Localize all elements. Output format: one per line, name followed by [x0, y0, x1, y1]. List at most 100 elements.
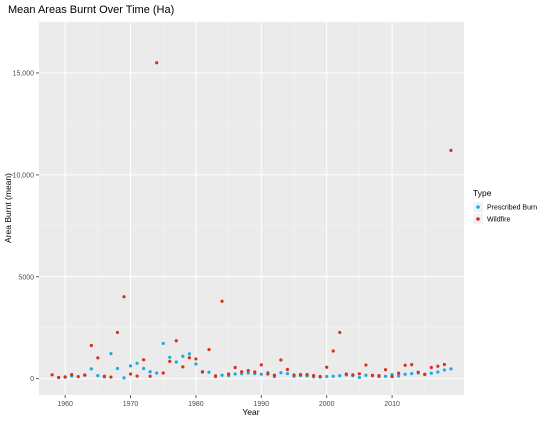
wildfire-point	[200, 370, 205, 374]
wildfire-point	[423, 372, 427, 376]
wildfire-point	[449, 148, 453, 153]
prescribed-burn-point	[233, 372, 237, 376]
wildfire-point	[338, 330, 342, 335]
wildfire-point	[109, 375, 113, 379]
wildfire-point	[403, 363, 407, 367]
prescribed-burn-point	[155, 371, 159, 375]
prescribed-burn-point	[174, 360, 178, 364]
wildfire-point	[292, 373, 296, 377]
wildfire-point	[161, 371, 165, 375]
wildfire-point	[227, 372, 231, 376]
wildfire-point	[285, 367, 290, 372]
prescribed-burn-point	[181, 354, 185, 358]
wildfire-point	[50, 373, 54, 377]
x-tick-label: 1990	[254, 401, 270, 408]
prescribed-burn-point	[442, 368, 446, 372]
wildfire-point	[246, 368, 250, 373]
wildfire-point	[364, 363, 368, 367]
wildfire-point	[442, 362, 446, 367]
x-tick-label: 2010	[384, 401, 400, 408]
x-tick-label: 2000	[319, 401, 335, 408]
chart-title: Mean Areas Burnt Over Time (Ha)	[8, 4, 174, 16]
wildfire-point	[298, 373, 303, 377]
wildfire-point	[57, 375, 61, 380]
prescribed-burn-point	[194, 362, 198, 366]
wildfire-point	[331, 349, 335, 353]
wildfire-point	[76, 375, 80, 379]
wildfire-point	[207, 347, 211, 352]
wildfire-point	[357, 372, 361, 376]
wildfire-point	[63, 375, 67, 379]
wildfire-point	[416, 370, 420, 374]
wildfire-point	[102, 374, 106, 378]
prescribed-burn-point	[383, 374, 388, 378]
wildfire-point	[168, 359, 172, 363]
wildfire-point	[429, 365, 433, 370]
wildfire-point	[70, 373, 74, 377]
wildfire-point	[266, 372, 270, 376]
wildfire-point	[344, 372, 348, 376]
wildfire-point	[181, 365, 185, 369]
legend-key-wildfire	[476, 217, 480, 221]
legend: Type Prescribed Burn Wildfire	[473, 188, 537, 224]
legend-title: Type	[473, 188, 492, 198]
wildfire-point	[370, 373, 375, 377]
wildfire-point	[397, 371, 401, 375]
prescribed-burn-point	[325, 374, 329, 379]
prescribed-burn-point	[338, 374, 342, 378]
prescribed-burn-point	[436, 370, 440, 374]
wildfire-point	[96, 356, 100, 360]
wildfire-point	[174, 339, 178, 343]
prescribed-burn-point	[135, 361, 139, 365]
wildfire-point	[220, 299, 224, 303]
wildfire-point	[194, 357, 198, 361]
prescribed-burn-point	[410, 371, 414, 376]
wildfire-point	[383, 368, 388, 372]
wildfire-point	[318, 374, 322, 379]
y-axis: 0 5000 10,000 15,000	[13, 70, 39, 383]
wildfire-point	[312, 374, 316, 378]
prescribed-burn-point	[397, 374, 401, 378]
wildfire-point	[410, 363, 414, 367]
prescribed-burn-point	[168, 355, 172, 359]
legend-label: Prescribed Burn	[487, 205, 537, 212]
legend-key-prescribed-burn	[476, 205, 480, 209]
prescribed-burn-point	[109, 352, 113, 356]
prescribed-burn-point	[285, 371, 290, 376]
prescribed-burn-point	[403, 372, 407, 376]
wildfire-point	[253, 370, 257, 374]
prescribed-burn-point	[122, 376, 126, 380]
plot-panel	[39, 22, 464, 395]
prescribed-burn-point	[128, 364, 133, 368]
wildfire-point	[390, 375, 394, 379]
wildfire-point	[122, 295, 126, 299]
wildfire-point	[155, 61, 159, 65]
wildfire-point	[377, 374, 381, 378]
prescribed-burn-point	[89, 367, 93, 371]
wildfire-point	[351, 373, 355, 377]
wildfire-point	[325, 365, 329, 369]
x-axis-title: Year	[242, 407, 259, 417]
y-tick-label: 15,000	[13, 70, 35, 77]
wildfire-point	[213, 374, 218, 378]
prescribed-burn-point	[449, 367, 453, 371]
x-tick-label: 1970	[123, 401, 139, 408]
y-axis-title: Area Burnt (mean)	[3, 173, 13, 243]
x-tick-label: 1980	[188, 401, 204, 408]
prescribed-burn-point	[357, 375, 361, 380]
wildfire-point	[115, 330, 120, 335]
data-points	[50, 61, 453, 380]
legend-label: Wildfire	[487, 217, 510, 224]
wildfire-point	[259, 363, 263, 367]
prescribed-burn-point	[187, 352, 191, 356]
wildfire-point	[272, 373, 276, 377]
wildfire-point	[89, 343, 93, 348]
wildfire-point	[83, 373, 87, 377]
prescribed-burn-point	[220, 373, 224, 377]
prescribed-burn-point	[279, 371, 283, 375]
wildfire-point	[148, 374, 152, 378]
wildfire-point	[436, 364, 440, 368]
wildfire-point	[128, 372, 133, 376]
prescribed-burn-point	[331, 374, 335, 378]
